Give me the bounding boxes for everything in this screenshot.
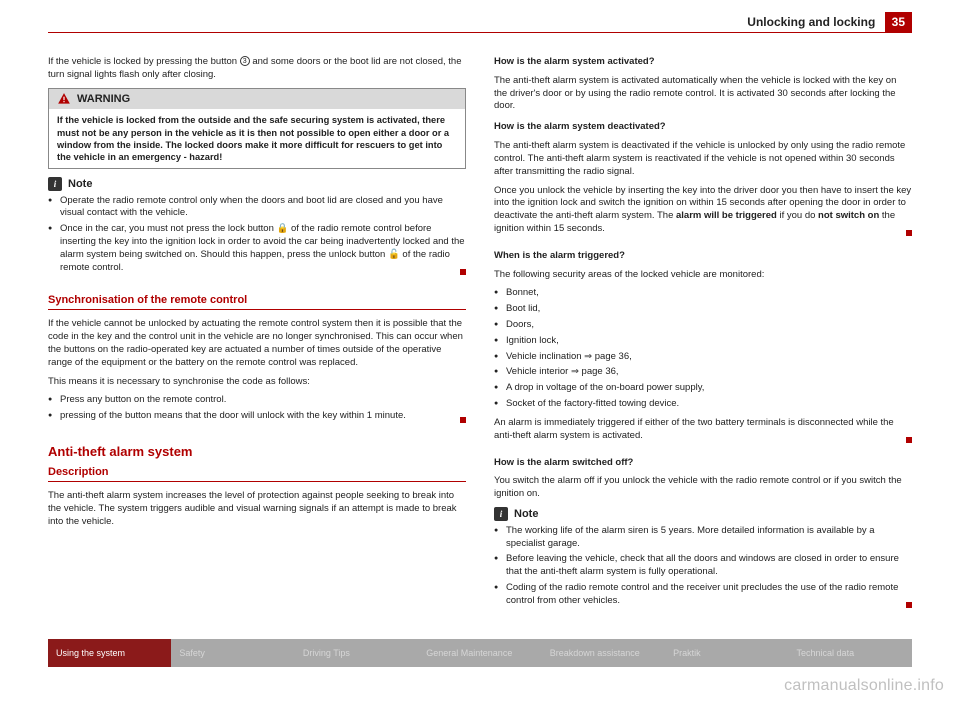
page-number: 35 [885, 12, 912, 32]
list-item: Ignition lock, [494, 335, 912, 348]
list-item: Doors, [494, 319, 912, 332]
tab-label: Technical data [797, 648, 855, 658]
column-left: If the vehicle is locked by pressing the… [48, 56, 466, 613]
a-deactivated-2: Once you unlock the vehicle by inserting… [494, 185, 912, 236]
q-activated: How is the alarm system activated? [494, 56, 912, 69]
list-item: A drop in voltage of the on-board power … [494, 382, 912, 395]
list-item: Socket of the factory-fitted towing devi… [494, 398, 912, 411]
button-3-icon: 3 [240, 56, 250, 66]
warning-box: WARNING If the vehicle is locked from th… [48, 88, 466, 169]
header-title-block: Unlocking and locking 35 [747, 12, 912, 32]
note-list-1: Operate the radio remote control only wh… [48, 195, 466, 275]
sync-p1: If the vehicle cannot be unlocked by act… [48, 318, 466, 369]
text-span: if you do [777, 210, 818, 221]
section-end-icon [906, 230, 912, 236]
section-end-icon [906, 437, 912, 443]
note-header-1: i Note [48, 177, 466, 192]
description-heading: Description [48, 465, 466, 483]
page-header: Unlocking and locking 35 [0, 32, 960, 33]
tab-praktik[interactable]: Praktik [665, 639, 788, 667]
footer-tabs: Using the system Safety Driving Tips Gen… [48, 639, 912, 667]
q-triggered: When is the alarm triggered? [494, 250, 912, 263]
tab-label: Breakdown assistance [550, 648, 640, 658]
note-label: Note [514, 507, 538, 522]
tab-technical[interactable]: Technical data [789, 639, 912, 667]
tab-driving-tips[interactable]: Driving Tips [295, 639, 418, 667]
warning-label: WARNING [77, 92, 130, 107]
text-bold: alarm will be triggered [676, 210, 777, 221]
description-body: The anti-theft alarm system increases th… [48, 490, 466, 528]
list-item: Operate the radio remote control only wh… [48, 195, 466, 221]
intro-paragraph: If the vehicle is locked by pressing the… [48, 56, 466, 82]
manual-page: Unlocking and locking 35 If the vehicle … [0, 0, 960, 703]
tab-label: General Maintenance [426, 648, 512, 658]
list-item: pressing of the button means that the do… [48, 410, 466, 423]
list-item: Boot lid, [494, 303, 912, 316]
tab-label: Driving Tips [303, 648, 350, 658]
list-item: Press any button on the remote control. [48, 394, 466, 407]
info-icon: i [494, 507, 508, 521]
a-triggered-intro: The following security areas of the lock… [494, 269, 912, 282]
content-columns: If the vehicle is locked by pressing the… [48, 56, 912, 613]
list-item: Bonnet, [494, 287, 912, 300]
tab-breakdown[interactable]: Breakdown assistance [542, 639, 665, 667]
section-name: Unlocking and locking [747, 15, 875, 29]
text-bold: not switch on [818, 210, 879, 221]
tab-maintenance[interactable]: General Maintenance [418, 639, 541, 667]
q-deactivated: How is the alarm system deactivated? [494, 121, 912, 134]
column-right: How is the alarm system activated? The a… [494, 56, 912, 613]
warning-body: If the vehicle is locked from the outsid… [49, 109, 465, 167]
a-switched-off: You switch the alarm off if you unlock t… [494, 475, 912, 501]
a-triggered-after: An alarm is immediately triggered if eit… [494, 417, 912, 443]
a-activated: The anti-theft alarm system is activated… [494, 75, 912, 113]
note-list-2: The working life of the alarm siren is 5… [494, 525, 912, 608]
list-item: Once in the car, you must not press the … [48, 223, 466, 274]
tab-label: Safety [179, 648, 205, 658]
note-header-2: i Note [494, 507, 912, 522]
tab-label: Praktik [673, 648, 701, 658]
watermark: carmanualsonline.info [784, 677, 944, 695]
info-icon: i [48, 177, 62, 191]
list-item: Vehicle inclination ⇒ page 36, [494, 351, 912, 364]
list-item: The working life of the alarm siren is 5… [494, 525, 912, 551]
monitored-list: Bonnet, Boot lid, Doors, Ignition lock, … [494, 287, 912, 411]
list-item: Vehicle interior ⇒ page 36, [494, 366, 912, 379]
warning-triangle-icon [57, 92, 71, 106]
q-switched-off: How is the alarm switched off? [494, 457, 912, 470]
warning-header: WARNING [49, 89, 465, 110]
sync-steps: Press any button on the remote control. … [48, 394, 466, 423]
tab-safety[interactable]: Safety [171, 639, 294, 667]
note-label: Note [68, 177, 92, 192]
list-item: Before leaving the vehicle, check that a… [494, 553, 912, 579]
tab-label: Using the system [56, 648, 125, 658]
a-deactivated-1: The anti-theft alarm system is deactivat… [494, 140, 912, 178]
header-rule [48, 32, 912, 33]
list-item: Coding of the radio remote control and t… [494, 582, 912, 608]
sync-p2: This means it is necessary to synchronis… [48, 376, 466, 389]
sync-heading: Synchronisation of the remote control [48, 293, 466, 311]
tab-using-system[interactable]: Using the system [48, 639, 171, 667]
alarm-heading: Anti-theft alarm system [48, 443, 466, 461]
